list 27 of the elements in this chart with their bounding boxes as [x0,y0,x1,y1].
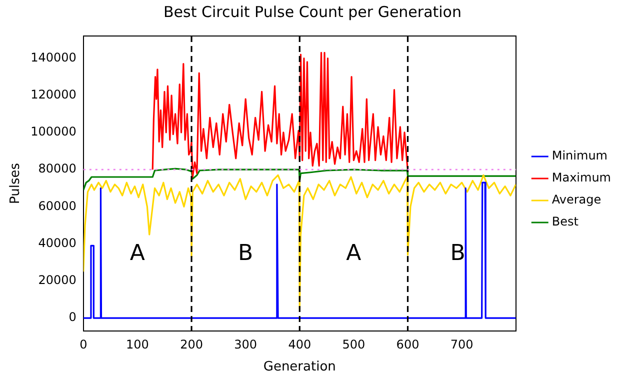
legend-label: Best [552,214,579,229]
annotation: B [238,241,254,266]
chart-title: Best Circuit Pulse Count per Generation [164,2,462,21]
x-tick-label: 100 [126,337,149,352]
y-tick-label: 140000 [30,50,76,64]
x-tick-label: 600 [396,337,420,352]
x-tick-label: 0 [80,337,88,352]
annotation: A [346,241,362,266]
x-tick-label: 700 [450,337,474,352]
y-tick-label: 100000 [30,124,76,139]
y-tick-label: 120000 [30,87,76,102]
y-tick-label: 80000 [38,162,76,176]
y-tick-label: 20000 [38,273,76,288]
x-tick-label: 200 [180,337,203,352]
annotation: B [450,241,466,266]
y-tick-label: 60000 [38,198,76,213]
legend-label: Average [552,192,602,207]
y-tick-label: 0 [68,310,76,324]
y-tick-label: 40000 [38,236,76,250]
y-axis-title: Pulses [8,162,24,204]
x-tick-label: 400 [288,337,312,352]
annotation: A [130,241,145,266]
x-tick-label: 500 [342,337,366,352]
legend-label: Maximum [552,170,612,185]
legend-label: Minimum [552,148,608,163]
x-tick-label: 300 [234,337,258,352]
x-axis-title: Generation [263,360,336,375]
